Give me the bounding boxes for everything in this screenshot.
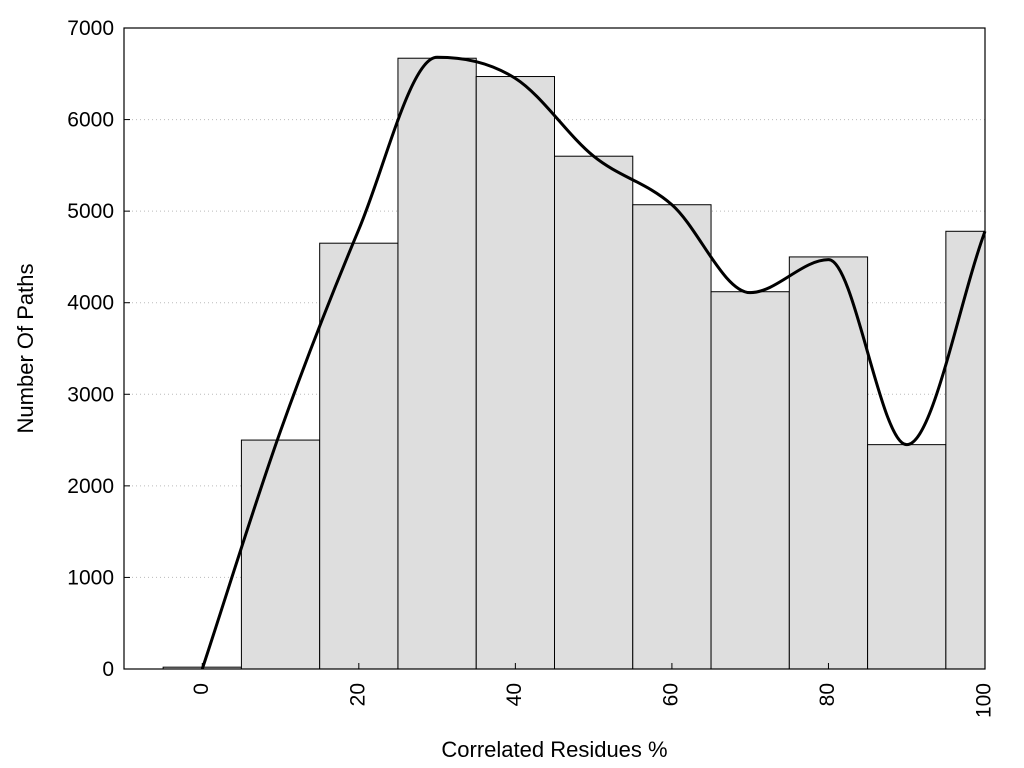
histogram-bar <box>319 242 399 670</box>
trend-line <box>200 55 987 670</box>
y-tick-label: 7000 <box>67 17 114 40</box>
y-tick-label: 5000 <box>67 200 114 223</box>
x-tick-label: 40 <box>503 683 526 706</box>
y-tick-label: 0 <box>102 658 114 681</box>
x-tick-label: 100 <box>973 683 996 718</box>
histogram-bar <box>710 291 790 670</box>
y-tick-label: 3000 <box>67 383 114 406</box>
plot-frame <box>123 27 986 670</box>
histogram-bar <box>632 204 712 670</box>
x-tick-label: 60 <box>659 683 682 706</box>
x-tick-label: 0 <box>190 683 213 695</box>
histogram-bar <box>867 444 947 670</box>
y-tick-label: 6000 <box>67 109 114 132</box>
y-axis-title: Number Of Paths <box>13 264 38 434</box>
x-axis-ticks: 0 20 40 60 80 100 <box>190 663 996 718</box>
histogram-bar <box>397 57 477 670</box>
y-axis-ticks: 0 1000 2000 3000 4000 5000 6000 7000 <box>67 17 130 681</box>
histogram-bar <box>788 256 869 670</box>
y-tick-label: 4000 <box>67 292 114 315</box>
x-axis-title: Correlated Residues % <box>441 737 667 762</box>
histogram-bar <box>475 76 555 670</box>
trend-curve <box>200 55 987 670</box>
bars <box>162 57 986 670</box>
histogram-bar <box>240 439 321 670</box>
histogram-bar <box>554 155 634 670</box>
x-tick-label: 80 <box>816 683 839 706</box>
y-tick-label: 2000 <box>67 475 114 498</box>
x-tick-label: 20 <box>346 683 369 706</box>
y-tick-label: 1000 <box>67 566 114 589</box>
